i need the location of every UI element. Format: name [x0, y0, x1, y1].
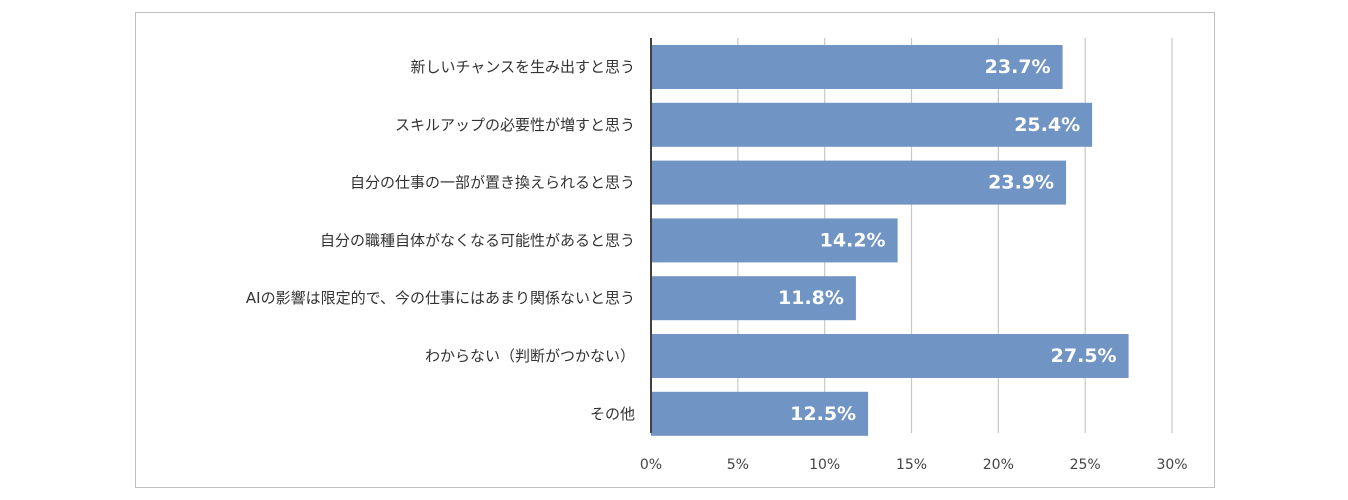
category-label-6: その他: [590, 405, 635, 423]
data-label-2: 23.9%: [988, 172, 1054, 194]
category-label-2: 自分の仕事の一部が置き換えられると思う: [350, 174, 635, 192]
chart-frame: 新しいチャンスを生み出すと思うスキルアップの必要性が増すと思う自分の仕事の一部が…: [135, 12, 1215, 488]
x-tick-label-4: 20%: [983, 457, 1014, 473]
x-tick-label-3: 15%: [896, 457, 927, 473]
bar-1: [651, 102, 1093, 147]
category-label-1: スキルアップの必要性が増すと思う: [395, 116, 635, 134]
bar-0: [651, 45, 1063, 89]
data-label-3: 14.2%: [820, 229, 886, 251]
x-tick-label-6: 30%: [1156, 457, 1187, 473]
x-tick-label-5: 25%: [1070, 457, 1101, 473]
data-label-1: 25.4%: [1014, 114, 1080, 136]
bar-3: [651, 218, 898, 263]
data-label-4: 11.8%: [778, 287, 844, 309]
category-label-5: わからない（判断がつかない）: [425, 347, 635, 365]
bar-5: [651, 334, 1129, 378]
bar-2: [651, 160, 1067, 205]
category-label-3: 自分の職種自体がなくなる可能性があると思う: [320, 231, 635, 249]
x-tick-label-2: 10%: [809, 457, 840, 473]
bar-4: [651, 276, 856, 321]
x-tick-label-1: 5%: [727, 457, 749, 473]
data-label-6: 12.5%: [790, 403, 856, 425]
data-label-5: 27.5%: [1051, 345, 1117, 367]
category-label-4: AIの影響は限定的で、今の仕事にはあまり関係ないと思う: [246, 289, 635, 307]
data-label-0: 23.7%: [985, 56, 1051, 78]
x-tick-label-0: 0%: [640, 457, 662, 473]
category-label-0: 新しいチャンスを生み出すと思う: [410, 58, 635, 76]
bar-chart: 新しいチャンスを生み出すと思うスキルアップの必要性が増すと思う自分の仕事の一部が…: [246, 38, 1188, 473]
bar-6: [651, 391, 869, 436]
